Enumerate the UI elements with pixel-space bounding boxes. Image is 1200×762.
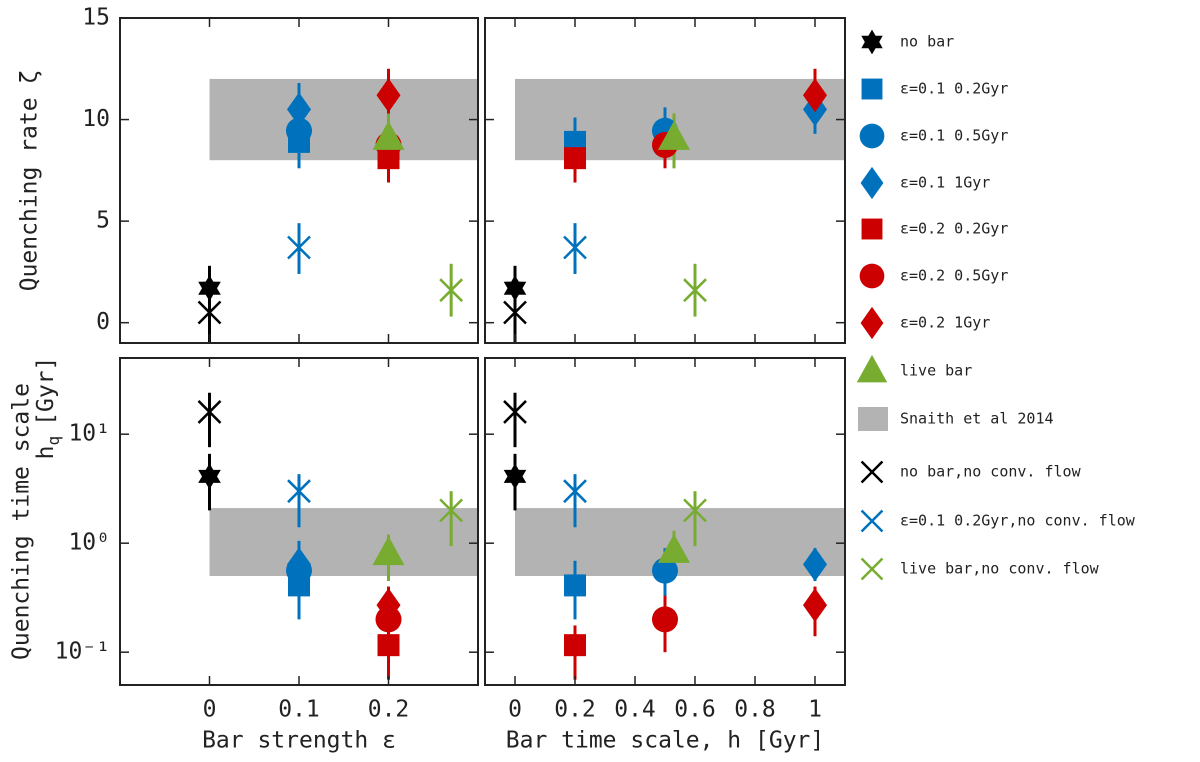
marker-circle: [859, 263, 885, 289]
marker-diamond: [803, 78, 827, 113]
legend-label: live bar: [900, 362, 972, 380]
plot-area: [503, 392, 845, 680]
x-axis-label: Bar strength ε: [202, 728, 396, 754]
x-tick-label: 0: [508, 697, 522, 723]
y-tick-label: 10⁰: [68, 530, 110, 556]
marker-triangle: [372, 120, 405, 150]
y-tick-label: 0: [96, 309, 110, 335]
marker-diamond: [803, 588, 827, 623]
legend-label: no bar: [900, 33, 954, 51]
marker-circle: [286, 117, 312, 144]
legend-label: live bar,no conv. flow: [900, 560, 1100, 578]
y-units-h: h: [33, 446, 59, 460]
plot-area: [197, 68, 478, 343]
x-tick-label: 0.8: [734, 697, 776, 723]
panel-frame: [119, 17, 479, 344]
marker-cross: [860, 557, 884, 581]
marker-cross: [503, 400, 527, 424]
y-tick-label: 10⁻¹: [55, 639, 110, 665]
marker-square: [564, 634, 586, 657]
y-tick-label: 15: [82, 5, 110, 31]
y-units-rest: [Gyr]: [33, 357, 59, 426]
x-axis-label: Bar time scale, h [Gyr]: [506, 728, 825, 754]
marker-triangle: [658, 533, 690, 563]
marker-circle: [652, 557, 678, 584]
legend-label: ε=0.2 1Gyr: [900, 314, 990, 332]
marker-diamond: [376, 78, 401, 113]
marker-cross: [683, 278, 707, 303]
y-tick-label: 10¹: [68, 421, 110, 447]
marker-cross: [439, 278, 464, 303]
marker-cross: [563, 235, 587, 260]
marker-cross: [860, 460, 884, 484]
legend-label: ε=0.2 0.2Gyr: [900, 220, 1008, 238]
x-tick-label: 0.6: [674, 697, 716, 723]
marker-cross: [287, 235, 311, 260]
marker-square: [564, 574, 586, 597]
marker-circle: [859, 123, 885, 149]
marker-cross: [439, 498, 464, 523]
legend-label: ε=0.1 1Gyr: [900, 174, 990, 192]
marker-diamond: [860, 166, 884, 200]
marker-cross: [683, 498, 707, 523]
snaith-band: [515, 508, 845, 576]
marker-circle: [652, 606, 678, 633]
marker-triangle: [856, 354, 888, 383]
panel-frame: [484, 17, 846, 344]
plot-area: [197, 392, 478, 680]
x-tick-label: 0.1: [278, 697, 320, 723]
marker-band: [858, 407, 888, 431]
marker-star: [198, 275, 221, 302]
marker-triangle: [372, 536, 405, 566]
y-tick-label: 5: [96, 208, 110, 234]
x-tick-label: 0: [203, 697, 217, 723]
y-tick-label: 10: [82, 106, 110, 132]
snaith-band: [209, 78, 478, 161]
x-tick-label: 0.2: [368, 697, 410, 723]
y-axis-label: Quenching rate ζ: [17, 70, 43, 292]
marker-star: [503, 463, 527, 490]
marker-square: [861, 78, 883, 100]
x-tick-label: 1: [808, 697, 822, 723]
marker-diamond: [287, 92, 311, 127]
marker-cross: [563, 479, 587, 504]
legend-label: ε=0.1 0.2Gyr,no conv. flow: [900, 512, 1136, 530]
marker-cross: [287, 479, 311, 504]
marker-triangle: [658, 120, 690, 150]
marker-diamond: [376, 588, 401, 623]
legend-label: ε=0.2 0.5Gyr: [900, 267, 1008, 285]
marker-square: [861, 218, 883, 240]
x-tick-label: 0.2: [554, 697, 596, 723]
marker-star: [861, 29, 883, 55]
y-units-sub: q: [44, 436, 63, 446]
panel-frame: [484, 357, 846, 686]
plot-area: [503, 68, 845, 343]
marker-star: [198, 463, 221, 490]
marker-cross: [860, 509, 884, 533]
marker-diamond: [803, 547, 827, 582]
y-axis-label: Quenching time scale: [9, 383, 35, 660]
legend-label: ε=0.1 0.2Gyr: [900, 80, 1008, 98]
marker-diamond: [287, 547, 311, 582]
legend-label: ε=0.1 0.5Gyr: [900, 127, 1008, 145]
legend-label: Snaith et al 2014: [900, 410, 1054, 428]
marker-cross: [197, 400, 222, 424]
x-tick-label: 0.4: [614, 697, 656, 723]
y-axis-units: hq [Gyr]: [33, 357, 63, 460]
marker-diamond: [860, 306, 884, 340]
snaith-band: [209, 508, 478, 576]
marker-cross: [503, 300, 527, 325]
legend-label: no bar,no conv. flow: [900, 463, 1082, 481]
marker-star: [503, 275, 527, 302]
marker-square: [377, 634, 400, 657]
marker-square: [564, 147, 586, 170]
marker-cross: [197, 300, 222, 325]
